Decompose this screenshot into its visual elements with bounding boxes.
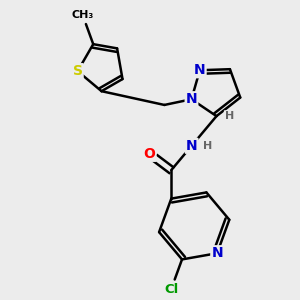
Text: N: N bbox=[194, 63, 206, 77]
Text: N: N bbox=[186, 92, 197, 106]
Text: N: N bbox=[211, 246, 223, 260]
Text: Cl: Cl bbox=[164, 283, 178, 296]
Text: CH₃: CH₃ bbox=[72, 11, 94, 20]
Text: N: N bbox=[186, 139, 197, 153]
Text: S: S bbox=[73, 64, 82, 78]
Text: H: H bbox=[225, 111, 234, 121]
Text: H: H bbox=[203, 141, 212, 151]
Text: O: O bbox=[144, 147, 156, 161]
